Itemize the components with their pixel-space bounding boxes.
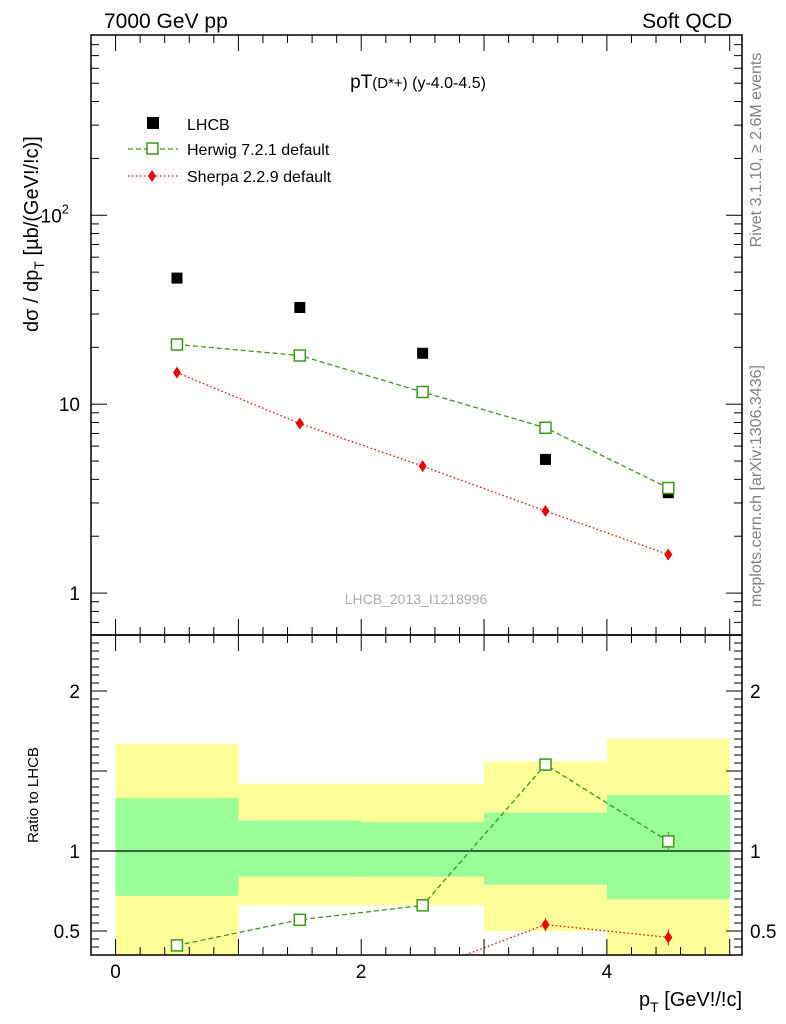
main-data-layer bbox=[170, 272, 675, 561]
y-tick-label: 10 bbox=[59, 395, 80, 416]
chart-title: pT(D*+) (y-4.0-4.5) bbox=[350, 72, 486, 93]
uncertainty-band-inner bbox=[238, 820, 362, 877]
data-point-1 bbox=[293, 349, 307, 362]
energy-label: 7000 GeV pp bbox=[104, 10, 228, 33]
main-axes: 1 10 102 bbox=[41, 34, 742, 636]
uncertainty-band-inner bbox=[484, 812, 607, 885]
analysis-id-label: LHCB_2013_I1218996 bbox=[345, 591, 488, 607]
ratio-y-tick-label: 0.5 bbox=[54, 922, 80, 943]
legend-marker-lhcb bbox=[147, 117, 159, 129]
data-point-1 bbox=[170, 338, 184, 351]
main-panel: 1 10 102 pT(D*+) (y-4.0-4.5) LHCB Herwig 7… bbox=[21, 34, 743, 636]
ratio-y-tick-label: 2 bbox=[69, 682, 80, 703]
legend-marker-sherpa bbox=[148, 170, 156, 182]
uncertainty-band-inner bbox=[115, 798, 239, 896]
ratio-point-1 bbox=[664, 931, 673, 944]
data-point-1 bbox=[416, 385, 429, 399]
category-label: Soft QCD bbox=[642, 10, 732, 33]
y-tick-label: 1 bbox=[69, 584, 80, 605]
ratio-point-1 bbox=[419, 965, 427, 977]
data-point-2 bbox=[295, 417, 304, 430]
data-point-2 bbox=[172, 366, 181, 379]
data-point-1 bbox=[662, 481, 675, 495]
legend-label-sherpa: Sherpa 2.2.9 default bbox=[187, 169, 332, 186]
ratio-y-tick-label: 1 bbox=[69, 842, 80, 863]
ratio-point-0 bbox=[170, 939, 184, 952]
ratio-panel: 0 2 4 0.5 0.5 1 1 2 2 Ratio to LHCB bbox=[25, 634, 776, 983]
x-tick-label: 0 bbox=[110, 962, 121, 983]
main-y-axis-label: dσ / dpT [µb/(GeV!/!c)] bbox=[21, 136, 47, 332]
ratio-axes: 0 2 4 0.5 0.5 1 1 2 2 bbox=[54, 634, 776, 983]
ratio-point-0 bbox=[416, 899, 429, 912]
ratio-point-0 bbox=[662, 835, 675, 848]
ratio-series-line-1 bbox=[463, 923, 669, 955]
legend-marker-herwig bbox=[146, 142, 159, 155]
mcplots-label: mcplots.cern.ch [arXiv:1306.3436] bbox=[748, 365, 765, 607]
data-point-2 bbox=[541, 504, 550, 517]
x-axis-label: pT [GeV!/!c] bbox=[639, 989, 742, 1015]
ratio-y-tick-label-right: 1 bbox=[750, 842, 761, 863]
ratio-y-tick-label-right: 0.5 bbox=[750, 922, 776, 943]
ratio-point-1 bbox=[296, 967, 304, 979]
ratio-point-0 bbox=[539, 758, 552, 771]
data-point-0 bbox=[294, 301, 306, 313]
legend-label-lhcb: LHCB bbox=[187, 117, 230, 134]
data-point-0 bbox=[417, 347, 429, 359]
ratio-y-axis-label: Ratio to LHCB bbox=[25, 747, 42, 843]
series-line-2 bbox=[176, 371, 669, 556]
x-tick-label: 2 bbox=[356, 962, 367, 983]
data-point-0 bbox=[171, 272, 183, 284]
ratio-point-1 bbox=[541, 918, 550, 931]
rivet-label: Rivet 3.1.10, ≥ 2.6M events bbox=[748, 53, 765, 248]
data-point-2 bbox=[664, 548, 673, 561]
uncertainty-band-inner bbox=[361, 822, 485, 877]
ratio-frame bbox=[90, 634, 743, 956]
data-point-1 bbox=[539, 421, 552, 435]
legend: LHCB Herwig 7.2.1 default Sherpa 2.2.9 d… bbox=[128, 117, 332, 186]
legend-label-herwig: Herwig 7.2.1 default bbox=[187, 142, 330, 159]
ratio-data-layer bbox=[91, 739, 742, 979]
data-point-2 bbox=[418, 460, 427, 473]
ratio-y-tick-label-right: 2 bbox=[750, 682, 761, 703]
x-tick-label: 4 bbox=[602, 962, 613, 983]
ratio-point-0 bbox=[293, 913, 307, 927]
data-point-0 bbox=[539, 453, 551, 465]
y-tick-label: 102 bbox=[41, 201, 69, 227]
